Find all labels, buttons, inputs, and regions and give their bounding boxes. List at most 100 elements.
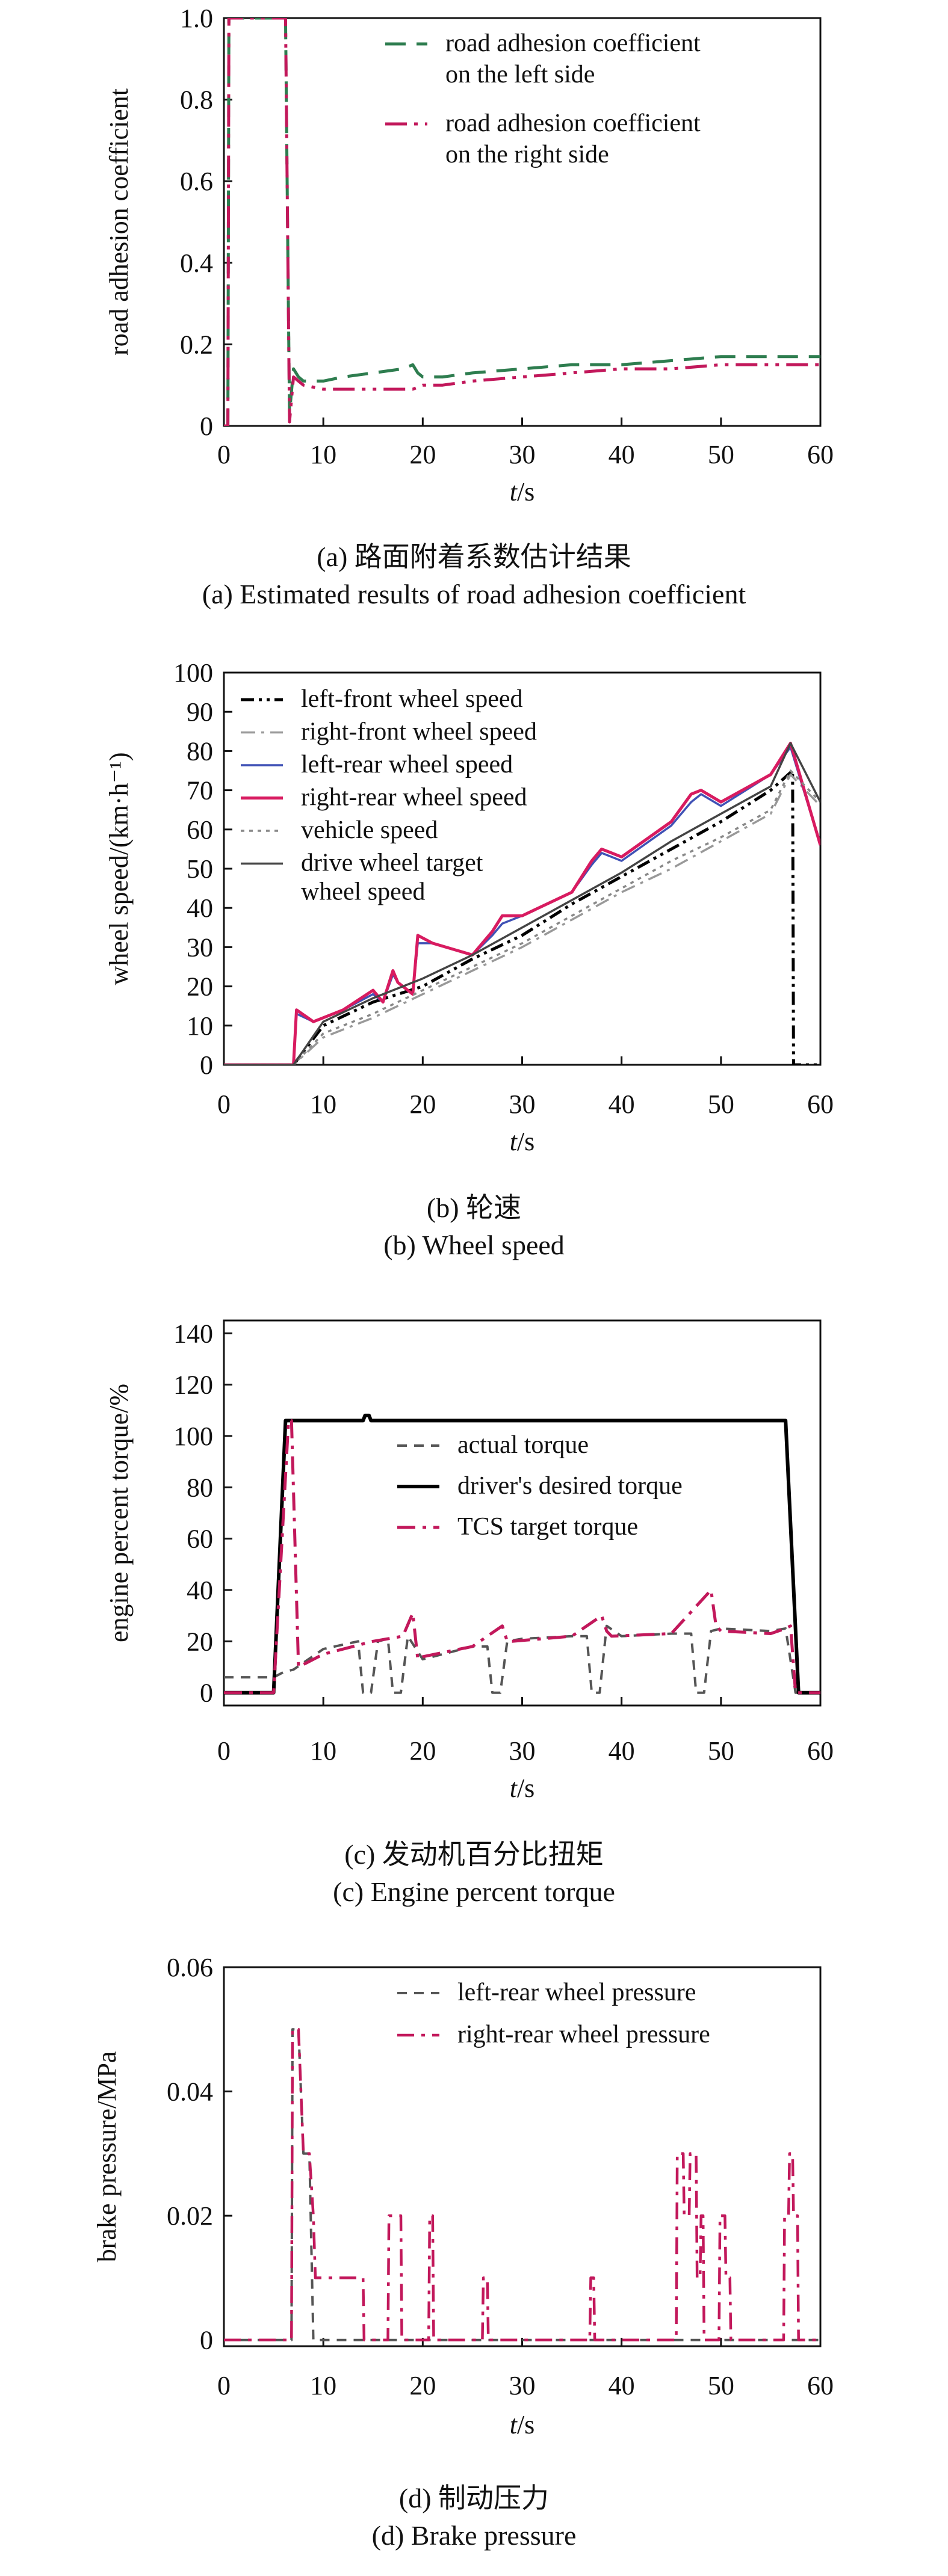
caption-en: (c) Engine percent torque — [333, 1876, 615, 1907]
y-tick-label: 0.4 — [180, 248, 213, 278]
x-tick-label: 40 — [609, 1736, 635, 1766]
y-tick-label: 0.04 — [167, 2077, 213, 2107]
x-axis-label: t/s — [510, 2410, 535, 2439]
y-tick-label: 40 — [187, 893, 213, 923]
x-axis-label: t/s — [510, 1773, 535, 1803]
legend-label: right-rear wheel pressure — [457, 2021, 710, 2048]
y-tick-label: 60 — [187, 815, 213, 845]
series-line-3 — [224, 1419, 820, 1695]
x-tick-label: 60 — [807, 1089, 834, 1119]
x-tick-label: 10 — [310, 1736, 336, 1766]
x-tick-label: 20 — [409, 2371, 436, 2400]
y-tick-label: 20 — [187, 972, 213, 1002]
y-axis-label: road adhesion coefficient — [104, 88, 134, 356]
chart-brake-pressure: 0 10 20 30 40 50 60 0 0.02 0.04 0.06 t/s brake press… — [92, 1953, 834, 2439]
x-tick-label: 30 — [509, 1736, 536, 1766]
x-tick-label: 0 — [217, 1089, 231, 1119]
y-tick-label: 0.02 — [167, 2201, 213, 2231]
legend-label: on the right side — [445, 141, 609, 168]
series-line-2 — [224, 18, 820, 426]
caption-en: (b) Wheel speed — [383, 1230, 565, 1260]
caption-cn: (a) 路面附着系数估计结果 — [317, 541, 631, 572]
legend-label: wheel speed — [301, 878, 425, 906]
x-tick-label: 60 — [807, 1736, 834, 1766]
legend-label: right-rear wheel speed — [301, 784, 527, 812]
y-tick-label: 0.06 — [167, 1953, 213, 1982]
x-tick-label: 0 — [217, 440, 231, 469]
caption-cn: (d) 制动压力 — [398, 2483, 550, 2513]
caption-cn: (b) 轮速 — [426, 1192, 522, 1223]
y-tick-label: 60 — [187, 1524, 213, 1554]
y-axis-label: engine percent torque/% — [104, 1384, 134, 1642]
y-tick-label: 0 — [200, 411, 213, 441]
legend-label: drive wheel target — [301, 849, 483, 877]
legend-label: vehicle speed — [301, 816, 438, 844]
x-tick-label: 0 — [217, 2371, 231, 2400]
y-tick-label: 0 — [200, 1678, 213, 1708]
x-tick-label: 30 — [509, 1089, 536, 1119]
x-tick-label: 40 — [609, 2371, 635, 2400]
series-line-1 — [224, 1624, 820, 1694]
series-line-1 — [224, 769, 820, 1065]
x-axis-label: t/s — [510, 477, 535, 507]
legend-label: left-front wheel speed — [301, 685, 523, 713]
y-tick-label: 30 — [187, 932, 213, 962]
x-tick-label: 10 — [310, 1089, 336, 1119]
y-tick-label: 80 — [187, 736, 213, 766]
series-line-2 — [224, 773, 820, 1065]
x-tick-label: 60 — [807, 2371, 834, 2400]
chart-panel-brake-pressure: 0 10 20 30 40 50 60 0 0.02 0.04 0.06 t/s brake press… — [0, 1931, 948, 2576]
legend-label: road adhesion coefficient — [445, 109, 701, 137]
legend-label: road adhesion coefficient — [445, 29, 701, 57]
x-tick-label: 20 — [409, 1089, 436, 1119]
series-line-4 — [224, 741, 820, 1065]
x-tick-label: 40 — [609, 440, 635, 469]
x-tick-label: 10 — [310, 440, 336, 469]
y-tick-label: 0 — [200, 2326, 213, 2355]
caption-en: (d) Brake pressure — [371, 2520, 577, 2551]
y-tick-label: 0 — [200, 1050, 213, 1080]
caption-en: (a) Estimated results of road adhesion c… — [202, 579, 746, 609]
y-tick-label: 0.8 — [180, 85, 213, 115]
y-tick-label: 140 — [173, 1319, 213, 1348]
series-line-2 — [224, 2028, 820, 2341]
x-tick-label: 50 — [708, 2371, 734, 2400]
legend-label: on the left side — [445, 61, 595, 88]
chart-adhesion: 0 10 20 30 40 50 60 0 0.2 0.4 0.6 0.8 1.0 t/s road adh… — [104, 4, 834, 507]
x-tick-label: 50 — [708, 1089, 734, 1119]
x-tick-label: 20 — [409, 440, 436, 469]
y-tick-label: 1.0 — [180, 4, 213, 33]
chart-panel-engine-torque: 0 10 20 30 40 50 60 0 20 40 60 80 100 120 140 t/s engine… — [0, 1284, 948, 1931]
y-tick-label: 20 — [187, 1627, 213, 1656]
x-tick-label: 30 — [509, 2371, 536, 2400]
legend-label: driver's desired torque — [457, 1472, 683, 1500]
legend-label: left-rear wheel pressure — [457, 1979, 696, 2006]
x-tick-label: 50 — [708, 440, 734, 469]
x-tick-label: 10 — [310, 2371, 336, 2400]
y-tick-label: 10 — [187, 1011, 213, 1041]
x-tick-label: 30 — [509, 440, 536, 469]
legend-label: actual torque — [457, 1431, 589, 1459]
chart-engine-torque: 0 10 20 30 40 50 60 0 20 40 60 80 100 120 140 t/s engine… — [104, 1319, 834, 1803]
y-axis-label: brake pressure/MPa — [92, 2051, 122, 2263]
legend-label: left-rear wheel speed — [301, 751, 513, 778]
y-tick-label: 80 — [187, 1473, 213, 1502]
legend-label: right-front wheel speed — [301, 718, 537, 746]
caption-cn: (c) 发动机百分比扭矩 — [344, 1839, 604, 1870]
y-tick-label: 100 — [173, 1422, 213, 1451]
y-tick-label: 40 — [187, 1576, 213, 1605]
x-tick-label: 50 — [708, 1736, 734, 1766]
series-line-6 — [224, 742, 820, 1065]
chart-panel-adhesion: 0 10 20 30 40 50 60 0 0.2 0.4 0.6 0.8 1.0 t/s road adh… — [0, 0, 948, 638]
y-tick-label: 0.2 — [180, 330, 213, 359]
y-tick-label: 50 — [187, 854, 213, 884]
legend-label: TCS target torque — [457, 1513, 638, 1541]
y-tick-label: 90 — [187, 697, 213, 727]
x-tick-label: 60 — [807, 440, 834, 469]
y-tick-label: 70 — [187, 776, 213, 806]
chart-panel-wheel-speed: 0 10 20 30 40 50 60 0 10 20 30 40 50 60 70 80 90 100 t/s wh… — [0, 638, 948, 1284]
chart-wheel-speed: 0 10 20 30 40 50 60 0 10 20 30 40 50 60 70 80 90 100 t/s wh… — [104, 658, 834, 1156]
y-axis-label: wheel speed/(km·h⁻¹) — [104, 752, 134, 985]
y-tick-label: 100 — [173, 658, 213, 688]
x-axis-label: t/s — [510, 1127, 535, 1156]
